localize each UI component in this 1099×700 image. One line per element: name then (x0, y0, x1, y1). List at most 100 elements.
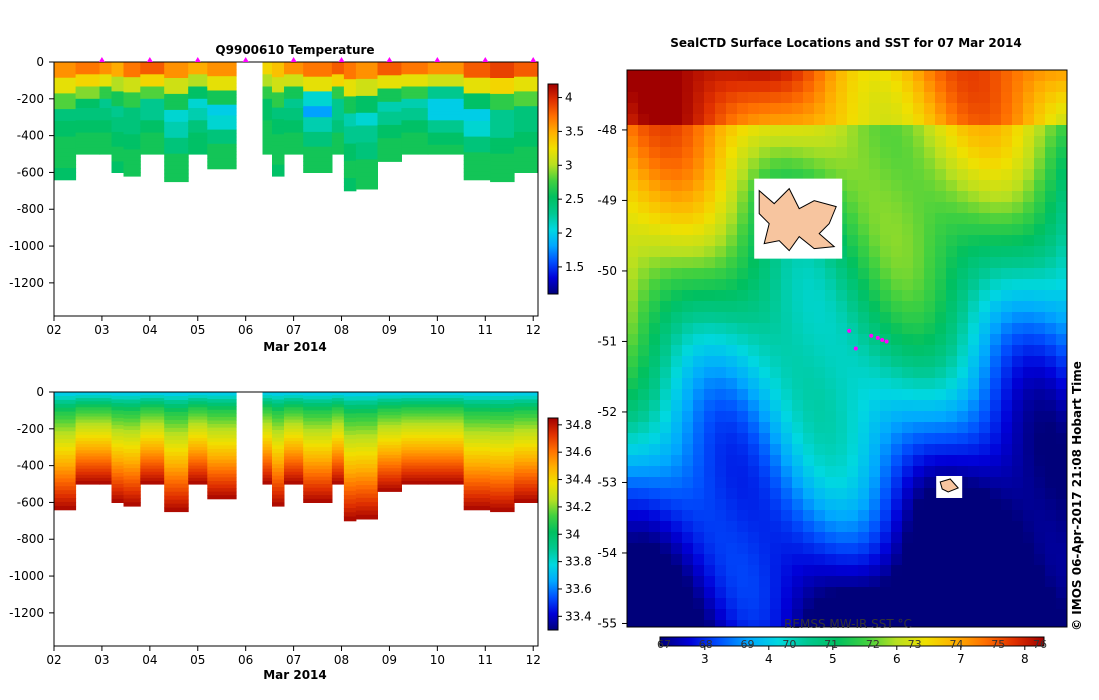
sst-cell (979, 543, 991, 555)
sst-cell (792, 158, 804, 170)
profile-cell (355, 83, 378, 88)
profile-cell (514, 436, 539, 441)
profile-cell (303, 403, 333, 408)
sst-cell (803, 389, 815, 401)
sst-cell (836, 70, 848, 82)
sst-cell (781, 543, 793, 555)
profile-cell (207, 448, 237, 453)
sst-cell (891, 378, 903, 390)
profile-cell (75, 114, 101, 118)
profile-cell (272, 100, 285, 105)
sst-cell (847, 400, 859, 412)
profile-cell (99, 147, 112, 152)
sst-cell (880, 70, 892, 82)
profile-cell (463, 415, 491, 420)
sst-cell (682, 81, 694, 93)
profile-cell (188, 434, 208, 439)
sst-cell (803, 510, 815, 522)
sst-cell (671, 521, 683, 533)
sst-cell (770, 356, 782, 368)
profile-cell (284, 114, 304, 118)
sst-cell (1045, 147, 1057, 159)
sst-cell (759, 92, 771, 104)
sst-cell (957, 301, 969, 313)
profile-cell (427, 114, 465, 118)
profile-cell (355, 506, 378, 511)
profile-cell (463, 478, 491, 483)
sst-cell (649, 202, 661, 214)
profile-cell (272, 92, 285, 97)
profile-cell (463, 450, 491, 456)
sst-cell (847, 235, 859, 247)
sst-cell (649, 554, 661, 566)
sst-cell (847, 422, 859, 434)
sst-cell (682, 422, 694, 434)
profile-cell (303, 480, 333, 485)
profile-marker (434, 57, 441, 62)
sst-cell (1056, 477, 1068, 489)
profile-cell (140, 404, 165, 408)
profile-cell (514, 487, 539, 492)
sst-cell (660, 433, 672, 445)
colorbar-fahrenheit-label: 72 (866, 638, 880, 651)
profile-cell (377, 115, 402, 119)
sst-cell (924, 488, 936, 500)
profile-cell (284, 111, 304, 115)
profile-cell (427, 89, 465, 94)
profile-cell (514, 80, 539, 85)
sst-cell (693, 103, 705, 115)
profile-cell (463, 136, 491, 141)
sst-cell (627, 576, 639, 588)
sst-cell (715, 411, 727, 423)
sst-cell (814, 147, 826, 159)
sst-cell (1001, 290, 1013, 302)
profile-cell (164, 109, 189, 115)
profile-cell (75, 151, 101, 155)
sst-cell (704, 609, 716, 621)
sst-cell (803, 576, 815, 588)
profile-cell (463, 69, 491, 75)
profile-cell (188, 431, 208, 436)
sst-cell (825, 400, 837, 412)
profile-cell (140, 77, 165, 81)
sst-cell (682, 499, 694, 511)
sst-cell (726, 356, 738, 368)
profile-cell (284, 135, 304, 140)
profile-cell (355, 184, 378, 190)
sst-cell (737, 554, 749, 566)
profile-cell (75, 68, 101, 72)
sst-cell (792, 389, 804, 401)
sst-cell (891, 81, 903, 93)
profile-cell (54, 65, 77, 71)
sst-cell (891, 620, 903, 628)
sst-cell (990, 147, 1002, 159)
profile-cell (111, 395, 124, 400)
profile-cell (377, 101, 402, 106)
sst-cell (803, 477, 815, 489)
profile-cell (188, 441, 208, 445)
sst-cell (1056, 246, 1068, 258)
profile-cell (284, 132, 304, 137)
sst-cell (924, 70, 936, 82)
sst-cell (660, 532, 672, 544)
sst-cell (946, 103, 958, 115)
sst-cell (660, 103, 672, 115)
sst-cell (1056, 576, 1068, 588)
sst-cell (726, 620, 738, 628)
sst-cell (759, 136, 771, 148)
sst-cell (1023, 114, 1035, 126)
colorbar-tick-label: 1.5 (565, 260, 584, 274)
sst-cell (649, 532, 661, 544)
sst-cell (726, 598, 738, 610)
sst-cell (858, 433, 870, 445)
sst-cell (638, 125, 650, 137)
sst-cell (858, 147, 870, 159)
sst-cell (858, 499, 870, 511)
sst-cell (935, 455, 947, 467)
sst-cell (1056, 70, 1068, 82)
colorbar-fahrenheit-label: 67 (657, 638, 671, 651)
profile-cell (123, 433, 141, 439)
profile-cell (54, 462, 77, 468)
sst-cell (880, 587, 892, 599)
sst-cell (913, 312, 925, 324)
